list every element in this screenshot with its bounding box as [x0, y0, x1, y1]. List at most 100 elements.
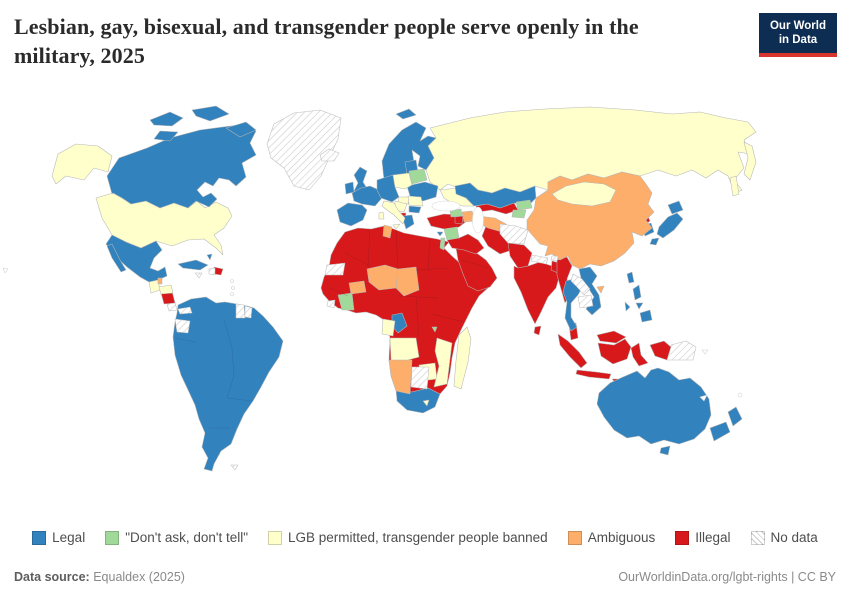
country-honduras[interactable] [158, 284, 174, 295]
country-panama[interactable] [177, 306, 193, 315]
country-tunisia[interactable] [382, 224, 393, 239]
country-new-zealand-south[interactable] [709, 421, 731, 442]
country-sri-lanka[interactable] [533, 325, 542, 336]
country-ireland[interactable] [344, 181, 355, 195]
country-rwanda[interactable] [431, 326, 438, 333]
country-india[interactable] [513, 261, 561, 325]
country-belize[interactable] [157, 277, 163, 285]
country-suriname[interactable] [235, 303, 246, 319]
country-indonesia-kalimantan[interactable] [597, 338, 632, 365]
country-indonesia-sulawesi[interactable] [630, 342, 649, 367]
country-costa-rica[interactable] [166, 302, 178, 312]
country-falkland-islands[interactable] [230, 464, 239, 471]
country-philippines-luzon[interactable] [632, 284, 642, 301]
legend-item-legal[interactable]: Legal [32, 530, 85, 545]
legend-swatch-legal [32, 530, 47, 545]
country-romania[interactable] [407, 195, 424, 207]
country-iraq-levant[interactable] [446, 233, 485, 255]
country-iceland[interactable] [319, 148, 340, 162]
country-russia-sakhalin[interactable] [729, 175, 740, 197]
country-russia-kamchatka[interactable] [743, 141, 757, 181]
country-japan-kyushu[interactable] [649, 237, 660, 246]
country-kyrgyzstan[interactable] [515, 199, 533, 211]
country-south-africa[interactable] [395, 387, 441, 414]
country-japan-honshu[interactable] [656, 212, 684, 239]
country-canada-arctic-3[interactable] [225, 121, 257, 138]
country-western-sahara[interactable] [324, 262, 346, 276]
country-ecuador[interactable] [174, 318, 191, 334]
country-italy[interactable] [381, 200, 406, 225]
country-namibia[interactable] [388, 359, 413, 395]
country-sierra-leone[interactable] [326, 299, 336, 309]
country-australia-tasmania[interactable] [659, 445, 671, 456]
country-cyprus[interactable] [436, 231, 444, 237]
country-botswana[interactable] [410, 366, 430, 390]
country-bulgaria[interactable] [408, 205, 422, 214]
country-china-hainan[interactable] [596, 285, 605, 294]
country-canada-arctic-1[interactable] [149, 111, 184, 127]
country-lesotho[interactable] [422, 399, 430, 407]
country-indonesia-java[interactable] [575, 369, 612, 380]
country-philippines-visayas[interactable] [635, 302, 644, 310]
country-georgia[interactable] [449, 208, 463, 218]
footer-link[interactable]: OurWorldinData.org/lgbt-rights | CC BY [618, 570, 836, 584]
country-gabon[interactable] [381, 318, 396, 337]
country-canada-arctic-4[interactable] [153, 130, 179, 142]
country-mexico[interactable] [105, 234, 168, 283]
legend-swatch-dadt [105, 530, 120, 545]
country-israel[interactable] [439, 237, 446, 251]
country-taiwan[interactable] [626, 271, 635, 284]
country-cambodia[interactable] [577, 294, 594, 309]
legend-item-illegal[interactable]: Illegal [675, 530, 731, 545]
country-angola[interactable] [389, 337, 420, 362]
legend-item-lgb-permitted[interactable]: LGB permitted, transgender people banned [268, 530, 548, 545]
country-italy-sicily[interactable] [392, 223, 401, 230]
country-pakistan[interactable] [507, 242, 533, 269]
country-cote-divoire[interactable] [337, 292, 355, 311]
country-french-guiana[interactable] [244, 305, 253, 319]
country-bahamas[interactable] [206, 253, 213, 261]
country-canada-arctic-2[interactable] [191, 105, 230, 122]
country-jamaica[interactable] [194, 272, 203, 279]
country-new-zealand-north[interactable] [727, 406, 743, 427]
country-italy-sardinia[interactable] [378, 211, 385, 220]
country-alaska-usa[interactable] [51, 143, 113, 185]
country-madagascar[interactable] [453, 326, 472, 390]
legend-item-no-data[interactable]: No data [750, 530, 818, 545]
country-svalbard[interactable] [395, 108, 417, 120]
country-mongolia-overlay[interactable] [551, 181, 617, 207]
country-bhutan[interactable] [550, 255, 559, 262]
country-laos[interactable] [570, 273, 591, 296]
country-afghanistan[interactable] [499, 223, 529, 245]
country-burkina-faso[interactable] [348, 280, 367, 295]
country-chad[interactable] [395, 266, 420, 297]
legend-swatch-lgb-permitted [268, 530, 283, 545]
country-nepal[interactable] [530, 254, 549, 265]
owid-logo[interactable]: Our World in Data [759, 13, 837, 57]
country-poland[interactable] [392, 172, 413, 190]
country-philippines-palawan[interactable] [624, 301, 631, 312]
country-papua-new-guinea[interactable] [666, 340, 697, 361]
country-syria[interactable] [443, 226, 460, 241]
country-philippines-mindanao[interactable] [639, 309, 653, 323]
country-cuba[interactable] [177, 259, 209, 271]
country-dominican-republic[interactable] [213, 266, 224, 276]
country-malaysia-borneo[interactable] [596, 330, 627, 344]
country-spain-portugal[interactable] [336, 202, 368, 227]
legend-item-dadt[interactable]: "Don't ask, don't tell" [105, 530, 248, 545]
country-indonesia-sumatra[interactable] [557, 333, 588, 369]
island-fiji [737, 392, 743, 398]
country-belarus[interactable] [408, 168, 428, 185]
world-map[interactable] [0, 98, 850, 522]
country-japan-hokkaido[interactable] [667, 200, 684, 215]
legend-item-ambiguous[interactable]: Ambiguous [567, 530, 655, 545]
country-haiti[interactable] [208, 267, 216, 276]
country-tajikistan[interactable] [511, 209, 527, 219]
country-kazakhstan[interactable] [454, 182, 537, 209]
country-australia[interactable] [596, 367, 712, 445]
country-armenia[interactable] [454, 215, 464, 225]
country-mexico-baja[interactable] [106, 243, 127, 273]
island-solomon [701, 349, 709, 355]
country-canada[interactable] [106, 124, 257, 209]
country-mozambique[interactable] [433, 337, 453, 388]
